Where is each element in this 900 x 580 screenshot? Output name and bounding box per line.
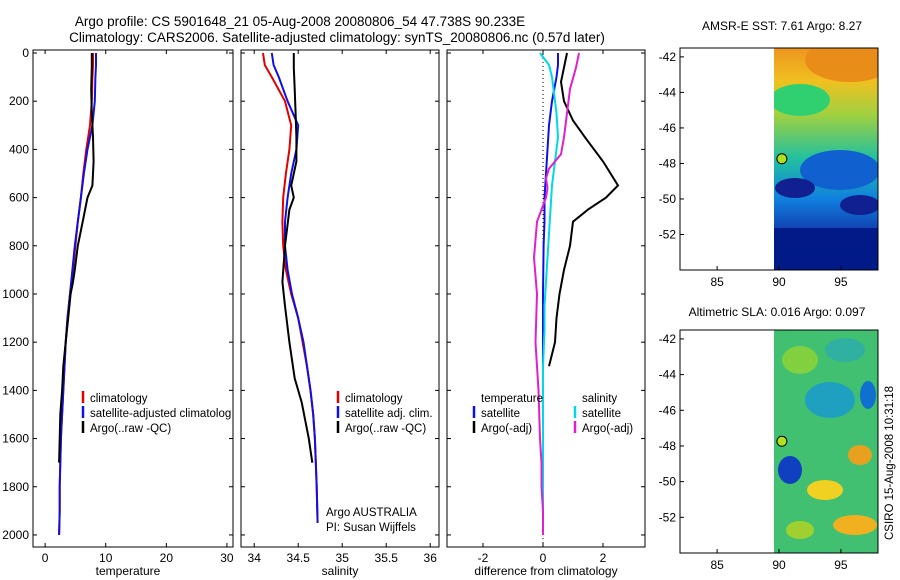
salinity-axes-frame <box>240 49 440 548</box>
legend-label-climatology: climatology <box>345 393 403 405</box>
y-tick-label: 1400 <box>2 383 29 397</box>
x-tick-label: 95 <box>834 558 848 572</box>
y-tick-label: 800 <box>9 239 29 253</box>
legend-label-temp-satellite: satellite <box>481 408 520 420</box>
x-tick-label: 2 <box>600 551 607 565</box>
figure-title-line2: Climatology: CARS2006. Satellite-adjuste… <box>69 30 605 45</box>
series-line-argo-raw-qc- <box>58 53 95 463</box>
difference-xlabel: difference from climatology <box>474 564 617 578</box>
sla-map-panel: Altimetric SLA: 0.016 Argo: 0.097 85 90 95… <box>659 305 879 572</box>
legend-label-argo: Argo(..raw -QC) <box>345 423 426 435</box>
legend-label-temp-argo: Argo(-adj) <box>481 423 532 435</box>
temperature-panel: 0 10 20 30 0 200 400 600 800 1000 1200 1400 1600 1800… <box>2 46 234 578</box>
y-tick-label: 1200 <box>2 335 29 349</box>
legend-header-salinity: salinity <box>582 393 617 405</box>
legend-header-temperature: temperature <box>481 393 543 405</box>
series-line-salinity-argo-adj- <box>532 52 580 535</box>
sla-field <box>774 330 878 553</box>
y-tick-label: -42 <box>659 50 677 64</box>
legend-label-argo: Argo(..raw -QC) <box>90 423 171 435</box>
y-tick-label: 400 <box>9 142 29 156</box>
difference-axes-frame <box>446 49 646 548</box>
y-tick-label: 1000 <box>2 287 29 301</box>
y-tick-label: -44 <box>659 368 677 382</box>
y-tick-label: 1600 <box>2 432 29 446</box>
x-tick-label: 34.5 <box>287 551 311 565</box>
temperature-axes-frame <box>32 49 234 548</box>
y-tick-label: -46 <box>659 121 677 135</box>
y-tick-label: -46 <box>659 403 677 417</box>
x-tick-label: 90 <box>772 558 786 572</box>
series-line-argo-raw-qc- <box>281 53 314 463</box>
x-tick-label: 36 <box>424 551 438 565</box>
legend-label-climatology: climatology <box>90 393 148 405</box>
difference-legend: temperature satellite Argo(-adj) salinit… <box>472 393 633 435</box>
x-tick-label: 90 <box>772 275 786 289</box>
x-tick-label: 85 <box>710 558 724 572</box>
x-tick-label: 35 <box>336 551 350 565</box>
argo-position-marker <box>776 435 788 447</box>
y-tick-label: 200 <box>9 94 29 108</box>
x-tick-label: 30 <box>220 551 234 565</box>
y-tick-label: -42 <box>659 332 677 346</box>
x-tick-label: 95 <box>834 275 848 289</box>
x-tick-label: 35.5 <box>375 551 399 565</box>
legend-label-sal-satellite: satellite <box>582 408 621 420</box>
salinity-legend: climatology satellite adj. clim. Argo(..… <box>336 391 433 435</box>
y-tick-label: -44 <box>659 85 677 99</box>
series-line-salinity-satellite <box>539 52 560 535</box>
x-tick-label: 10 <box>99 551 113 565</box>
difference-panel: -2 0 2 difference from climatology tempera… <box>446 49 646 578</box>
y-tick-label: 0 <box>22 46 29 60</box>
y-tick-label: -52 <box>659 227 677 241</box>
legend-label-satellite-adjusted: satellite-adjusted climatolog <box>90 408 231 420</box>
y-tick-label: 2000 <box>2 528 29 542</box>
y-tick-label: -48 <box>659 439 677 453</box>
sst-field <box>774 48 878 270</box>
sst-map-panel: AMSR-E SST: 7.61 Argo: 8.27 85 90 95 -42 -44… <box>659 19 879 289</box>
series-line-climatology <box>58 53 94 536</box>
x-tick-label: 0 <box>540 551 547 565</box>
x-tick-label: 85 <box>710 275 724 289</box>
y-tick-label: -50 <box>659 192 677 206</box>
x-tick-label: 34 <box>248 551 262 565</box>
sst-map-title: AMSR-E SST: 7.61 Argo: 8.27 <box>702 19 862 33</box>
annotation-pi-name: PI: Susan Wijffels <box>326 522 416 534</box>
series-line-satellite-adjusted-climatology <box>58 53 97 536</box>
argo-position-marker <box>776 153 788 165</box>
y-tick-label: -50 <box>659 475 677 489</box>
y-tick-label: -48 <box>659 156 677 170</box>
legend-label-sal-argo: Argo(-adj) <box>582 423 633 435</box>
y-tick-label: 1800 <box>2 480 29 494</box>
salinity-panel: 34 34.5 35 35.5 36 salinity climatology sate… <box>240 49 440 578</box>
temperature-legend: climatology satellite-adjusted climatolo… <box>81 391 231 435</box>
y-tick-label: -52 <box>659 510 677 524</box>
y-tick-label: 600 <box>9 191 29 205</box>
sla-map-title: Altimetric SLA: 0.016 Argo: 0.097 <box>689 305 866 319</box>
temperature-xlabel: temperature <box>96 564 161 578</box>
series-line-temperature-argo-adj- <box>548 52 620 367</box>
x-tick-label: 0 <box>42 551 49 565</box>
figure-title-line1: Argo profile: CS 5901648_21 05-Aug-2008 … <box>75 14 525 29</box>
annotation-argo-australia: Argo AUSTRALIA <box>326 507 417 519</box>
footer-stamp: CSIRO 15-Aug-2008 10:31:18 <box>884 386 896 540</box>
x-tick-label: -2 <box>478 551 489 565</box>
legend-label-satellite-adj: satellite adj. clim. <box>345 408 433 420</box>
salinity-xlabel: salinity <box>322 564 359 578</box>
series-line-satellite-adj-clim- <box>270 52 319 523</box>
x-tick-label: 20 <box>160 551 174 565</box>
